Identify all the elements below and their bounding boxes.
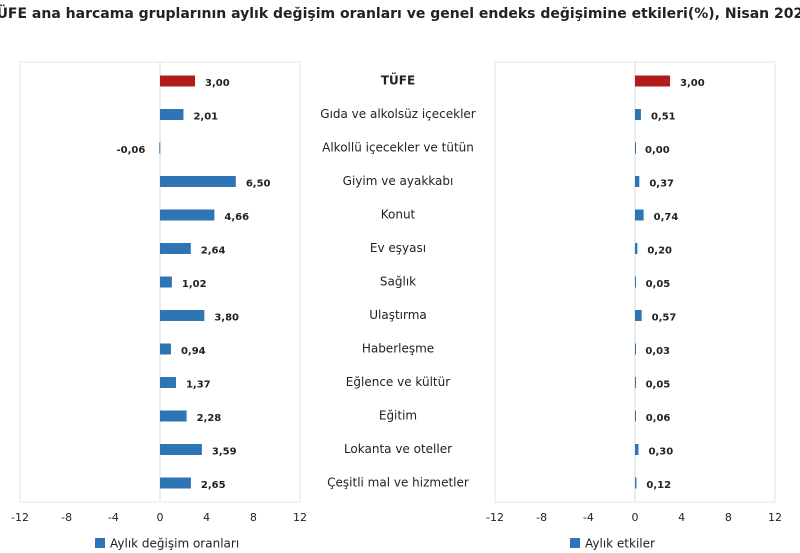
value-label: 3,00 (205, 78, 230, 89)
x-tick-label: -4 (108, 511, 119, 524)
value-label: 0,30 (649, 447, 674, 458)
chart-title: TÜFE ana harcama gruplarının aylık değiş… (0, 4, 800, 22)
value-label: 2,64 (201, 246, 226, 257)
x-tick-label: 0 (632, 511, 639, 524)
bar (635, 377, 636, 388)
value-label: 2,65 (201, 480, 226, 491)
value-label: 0,05 (646, 279, 671, 290)
x-tick-label: 0 (157, 511, 164, 524)
x-tick-label: -12 (11, 511, 29, 524)
bar (160, 477, 191, 489)
legend-label: Aylık etkiler (585, 537, 655, 551)
category-label: Çeşitli mal ve hizmetler (327, 476, 469, 490)
x-tick-label: 12 (293, 511, 307, 524)
value-label: 3,00 (680, 78, 705, 89)
value-label: 0,05 (646, 380, 671, 391)
category-label: Sağlık (380, 275, 416, 289)
bar (160, 276, 172, 288)
bar (635, 142, 636, 154)
category-label: Haberleşme (362, 342, 434, 356)
x-tick-label: 8 (250, 511, 257, 524)
value-label: 0,51 (651, 112, 676, 123)
x-tick-label: -8 (61, 511, 72, 524)
category-label: TÜFE (381, 73, 415, 88)
bar (635, 276, 636, 288)
bar (635, 109, 641, 120)
bar (160, 410, 187, 422)
bar (635, 75, 670, 87)
bar (635, 310, 642, 321)
value-label: 0,00 (645, 145, 670, 156)
bar (635, 343, 636, 355)
value-label: 4,66 (224, 212, 249, 223)
bar (159, 142, 161, 154)
bar (160, 243, 191, 254)
value-label: 2,28 (197, 413, 222, 424)
category-label: Ulaştırma (369, 308, 427, 322)
bar (160, 377, 176, 388)
x-tick-label: 4 (678, 511, 685, 524)
category-label: Konut (381, 208, 416, 222)
legend-swatch (95, 538, 105, 548)
bar (635, 444, 639, 455)
x-tick-label: -12 (486, 511, 504, 524)
x-tick-label: 12 (768, 511, 782, 524)
value-label: 3,59 (212, 447, 237, 458)
value-label: 0,12 (646, 480, 671, 491)
category-label: Gıda ve alkolsüz içecekler (320, 107, 476, 121)
bar (160, 109, 184, 120)
value-label: 3,80 (214, 313, 239, 324)
value-label: 0,57 (652, 313, 677, 324)
bar (160, 75, 195, 87)
value-label: 6,50 (246, 179, 271, 190)
bar (635, 477, 637, 489)
value-label: 0,37 (649, 179, 674, 190)
bar (160, 343, 171, 355)
category-label: Eğitim (379, 409, 417, 423)
legend-label: Aylık değişim oranları (110, 537, 239, 551)
x-tick-label: 4 (203, 511, 210, 524)
bar (635, 176, 640, 187)
category-label: Ev eşyası (370, 241, 426, 255)
value-label: 2,01 (193, 112, 218, 123)
legend-swatch (570, 538, 580, 548)
bar (635, 209, 644, 221)
category-label: Alkollü içecekler ve tütün (322, 141, 474, 155)
value-label: 1,02 (182, 279, 207, 290)
category-label: Eğlence ve kültür (346, 375, 450, 389)
value-label: 0,03 (645, 346, 670, 357)
bar (160, 444, 202, 455)
bar (635, 410, 636, 422)
x-tick-label: -4 (583, 511, 594, 524)
x-tick-label: 8 (725, 511, 732, 524)
value-label: 0,20 (647, 246, 672, 257)
value-label: 0,94 (181, 346, 206, 357)
category-label: Giyim ve ayakkabı (343, 174, 454, 188)
x-tick-label: -8 (536, 511, 547, 524)
category-label: Lokanta ve oteller (344, 442, 452, 456)
bar (160, 310, 205, 321)
bar (160, 209, 215, 221)
value-label: 0,06 (646, 413, 671, 424)
bar (635, 243, 638, 254)
value-label: 1,37 (186, 380, 211, 391)
value-label: -0,06 (116, 145, 145, 156)
bar (160, 176, 236, 187)
value-label: 0,74 (654, 212, 679, 223)
